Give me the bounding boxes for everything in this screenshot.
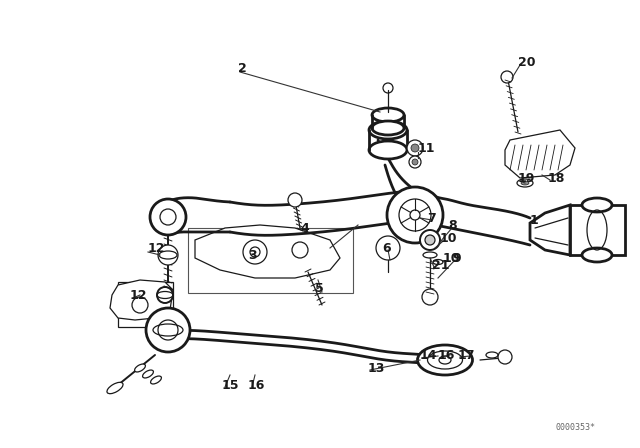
Text: 16: 16: [248, 379, 266, 392]
Text: 7: 7: [427, 211, 436, 224]
Circle shape: [158, 245, 178, 265]
Circle shape: [410, 210, 420, 220]
Ellipse shape: [150, 376, 161, 384]
Circle shape: [288, 193, 302, 207]
Bar: [118, 282, 173, 327]
Text: 2: 2: [238, 61, 247, 74]
Circle shape: [150, 199, 186, 235]
Ellipse shape: [582, 248, 612, 262]
Circle shape: [412, 159, 418, 165]
Text: 16: 16: [438, 349, 456, 362]
Circle shape: [420, 230, 440, 250]
Circle shape: [501, 71, 513, 83]
Circle shape: [422, 289, 438, 305]
Ellipse shape: [134, 364, 145, 372]
Text: 5: 5: [315, 281, 324, 294]
Text: 11: 11: [418, 142, 435, 155]
Circle shape: [387, 187, 443, 243]
Text: 15: 15: [222, 379, 239, 392]
Text: 18: 18: [548, 172, 565, 185]
Circle shape: [407, 140, 423, 156]
Ellipse shape: [107, 382, 123, 394]
Circle shape: [498, 350, 512, 364]
Text: 1: 1: [530, 214, 539, 227]
Ellipse shape: [159, 251, 177, 259]
Text: 12: 12: [148, 241, 166, 254]
Text: 13: 13: [368, 362, 385, 375]
Text: 17: 17: [458, 349, 476, 362]
Ellipse shape: [521, 181, 529, 185]
Ellipse shape: [582, 198, 612, 212]
Text: 19: 19: [518, 172, 536, 185]
Polygon shape: [530, 205, 570, 255]
Circle shape: [376, 236, 400, 260]
Ellipse shape: [369, 121, 407, 139]
Circle shape: [158, 320, 178, 340]
Ellipse shape: [433, 259, 443, 264]
Polygon shape: [195, 225, 340, 278]
Ellipse shape: [417, 345, 472, 375]
Circle shape: [411, 144, 419, 152]
Bar: [188, 228, 353, 293]
Text: 4: 4: [300, 221, 308, 234]
Ellipse shape: [517, 179, 533, 187]
Text: 21: 21: [432, 258, 449, 271]
Polygon shape: [110, 280, 173, 320]
Text: 3: 3: [248, 249, 257, 262]
Bar: [570, 205, 625, 255]
Text: 14: 14: [420, 349, 438, 362]
Text: 0000353*: 0000353*: [555, 423, 595, 432]
Text: 20: 20: [518, 56, 536, 69]
Circle shape: [146, 308, 190, 352]
Ellipse shape: [372, 108, 404, 122]
Circle shape: [409, 156, 421, 168]
Text: 10: 10: [440, 232, 458, 245]
Text: 12: 12: [130, 289, 147, 302]
Circle shape: [157, 287, 173, 303]
Text: 8: 8: [448, 219, 456, 232]
Text: 10: 10: [443, 251, 461, 264]
Ellipse shape: [372, 121, 404, 135]
Text: 9: 9: [452, 251, 461, 264]
Polygon shape: [505, 130, 575, 178]
Ellipse shape: [369, 141, 407, 159]
Ellipse shape: [143, 370, 154, 378]
Circle shape: [425, 235, 435, 245]
Text: 6: 6: [382, 241, 390, 254]
